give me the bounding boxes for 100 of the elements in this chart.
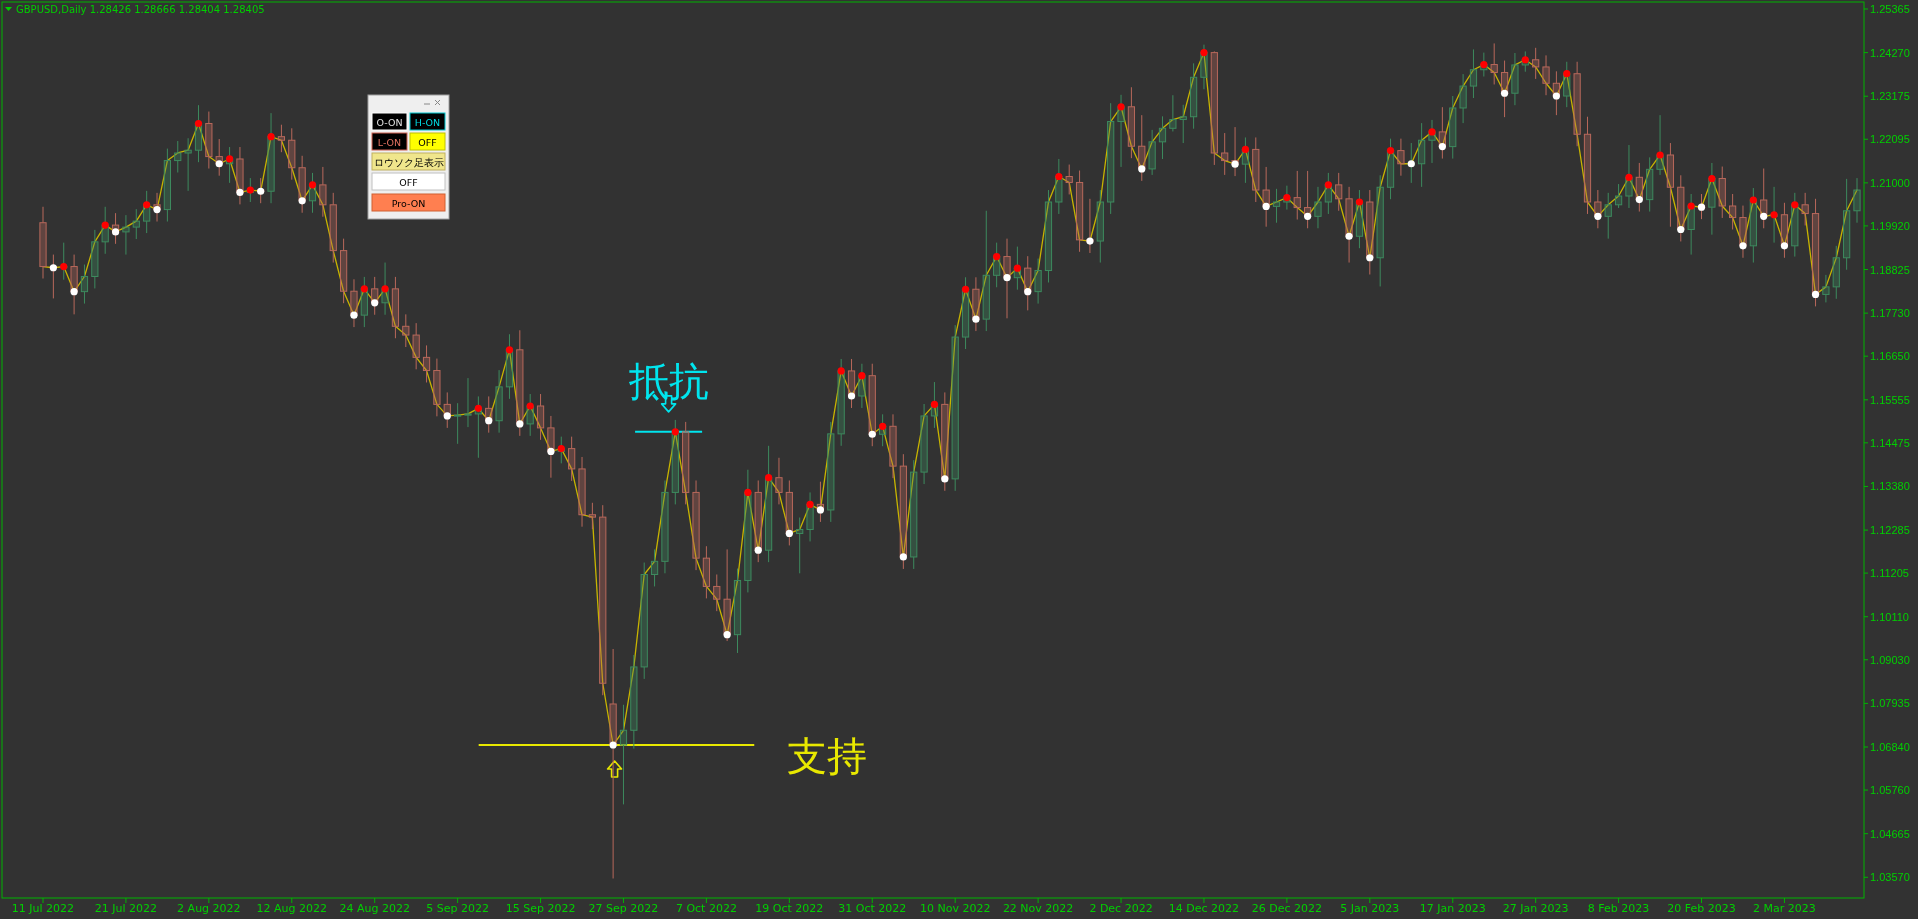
point bbox=[381, 285, 389, 293]
x-tick-label: 20 Feb 2023 bbox=[1667, 902, 1736, 915]
candlestick bbox=[433, 358, 441, 417]
point bbox=[60, 262, 68, 271]
candlestick bbox=[1666, 142, 1675, 228]
candlestick bbox=[1200, 44, 1208, 90]
candlestick bbox=[1376, 174, 1384, 287]
x-tick-label: 5 Sep 2022 bbox=[426, 902, 489, 915]
y-tick-label: 1.10110 bbox=[1870, 610, 1909, 623]
point bbox=[1749, 196, 1757, 204]
candlestick bbox=[568, 436, 576, 482]
candlestick bbox=[775, 457, 783, 505]
candlestick bbox=[1490, 42, 1498, 85]
point bbox=[516, 420, 524, 428]
y-tick-label: 1.15555 bbox=[1870, 393, 1910, 406]
candlestick bbox=[39, 206, 47, 279]
candlestick bbox=[982, 210, 990, 332]
candlestick bbox=[412, 322, 420, 370]
candlestick bbox=[1075, 170, 1084, 253]
x-tick-label: 11 Jul 2022 bbox=[11, 902, 75, 915]
candlestick bbox=[422, 344, 431, 383]
candlestick bbox=[1843, 178, 1851, 271]
point bbox=[443, 412, 451, 420]
point bbox=[993, 252, 1001, 261]
x-tick-label: 7 Oct 2022 bbox=[675, 902, 737, 915]
candlestick bbox=[1532, 47, 1540, 80]
candlestick bbox=[1469, 48, 1478, 99]
point bbox=[1480, 60, 1488, 69]
candlestick bbox=[91, 229, 99, 289]
point bbox=[194, 119, 203, 128]
candlestick bbox=[1314, 186, 1322, 229]
candlestick bbox=[1542, 54, 1550, 96]
candlestick bbox=[733, 568, 742, 654]
point bbox=[1304, 212, 1312, 220]
candlestick bbox=[1832, 245, 1840, 300]
candlestick bbox=[132, 208, 140, 240]
point bbox=[847, 392, 856, 400]
point bbox=[1563, 70, 1571, 78]
point bbox=[785, 529, 793, 538]
ref-line-label: 抵抗 bbox=[627, 357, 709, 404]
candlestick bbox=[1065, 164, 1073, 195]
candlestick bbox=[80, 264, 89, 305]
candlestick bbox=[1044, 189, 1053, 283]
candlestick bbox=[1718, 166, 1726, 219]
candlestick bbox=[1853, 177, 1861, 224]
candlestick bbox=[1822, 274, 1830, 303]
x-tick-label: 19 Oct 2022 bbox=[755, 902, 824, 915]
x-tick-label: 5 Jan 2023 bbox=[1340, 902, 1400, 915]
annotation: L-ON bbox=[377, 136, 402, 148]
candlestick bbox=[713, 574, 721, 612]
y-tick-label: 1.22095 bbox=[1870, 133, 1910, 146]
y-tick-label: 1.03570 bbox=[1870, 871, 1910, 884]
candlestick bbox=[464, 377, 472, 428]
candlestick bbox=[288, 127, 296, 181]
y-tick-label: 1.04665 bbox=[1870, 827, 1910, 840]
candlestick bbox=[1189, 62, 1198, 130]
x-tick-label: 31 Oct 2022 bbox=[838, 902, 907, 915]
point bbox=[547, 447, 555, 455]
y-tick-label: 1.18825 bbox=[1870, 263, 1910, 276]
point bbox=[1117, 103, 1125, 111]
point bbox=[1687, 202, 1695, 210]
candlestick bbox=[1252, 136, 1260, 203]
candlestick bbox=[122, 214, 130, 256]
point bbox=[858, 372, 866, 380]
candlestick bbox=[723, 548, 731, 642]
chart-title: GBPUSD,Daily 1.28426 1.28666 1.28404 1.28405 bbox=[16, 4, 265, 15]
candlestick bbox=[1459, 73, 1467, 124]
candlestick bbox=[588, 502, 596, 530]
point bbox=[1024, 288, 1032, 296]
point bbox=[1003, 274, 1011, 282]
point bbox=[1055, 172, 1063, 181]
point bbox=[1594, 212, 1602, 220]
candlestick bbox=[744, 469, 752, 593]
candlestick bbox=[1221, 132, 1229, 176]
candlestick bbox=[599, 504, 607, 696]
candlestick bbox=[1583, 116, 1592, 215]
y-tick-label: 1.11205 bbox=[1870, 567, 1909, 580]
candlestick bbox=[1179, 104, 1187, 144]
point bbox=[505, 346, 514, 354]
point bbox=[806, 500, 814, 508]
point bbox=[1355, 198, 1364, 206]
candlestick bbox=[1034, 258, 1042, 305]
point bbox=[1625, 173, 1633, 181]
y-tick-label: 1.24270 bbox=[1870, 46, 1910, 59]
point bbox=[609, 741, 617, 749]
y-tick-label: 1.12285 bbox=[1870, 524, 1910, 537]
candlestick bbox=[1293, 170, 1301, 221]
point bbox=[837, 367, 845, 375]
point bbox=[371, 299, 379, 307]
candlestick bbox=[547, 415, 555, 479]
y-tick-label: 1.19920 bbox=[1870, 219, 1910, 232]
point bbox=[879, 422, 887, 430]
candlestick bbox=[1210, 52, 1218, 166]
x-tick-label: 15 Sep 2022 bbox=[505, 902, 576, 915]
candlestick bbox=[827, 421, 835, 523]
point bbox=[930, 400, 939, 408]
candlestick bbox=[619, 704, 628, 805]
candlestick bbox=[1345, 186, 1353, 264]
y-tick-label: 1.07935 bbox=[1870, 697, 1910, 710]
candlestick bbox=[495, 369, 503, 434]
